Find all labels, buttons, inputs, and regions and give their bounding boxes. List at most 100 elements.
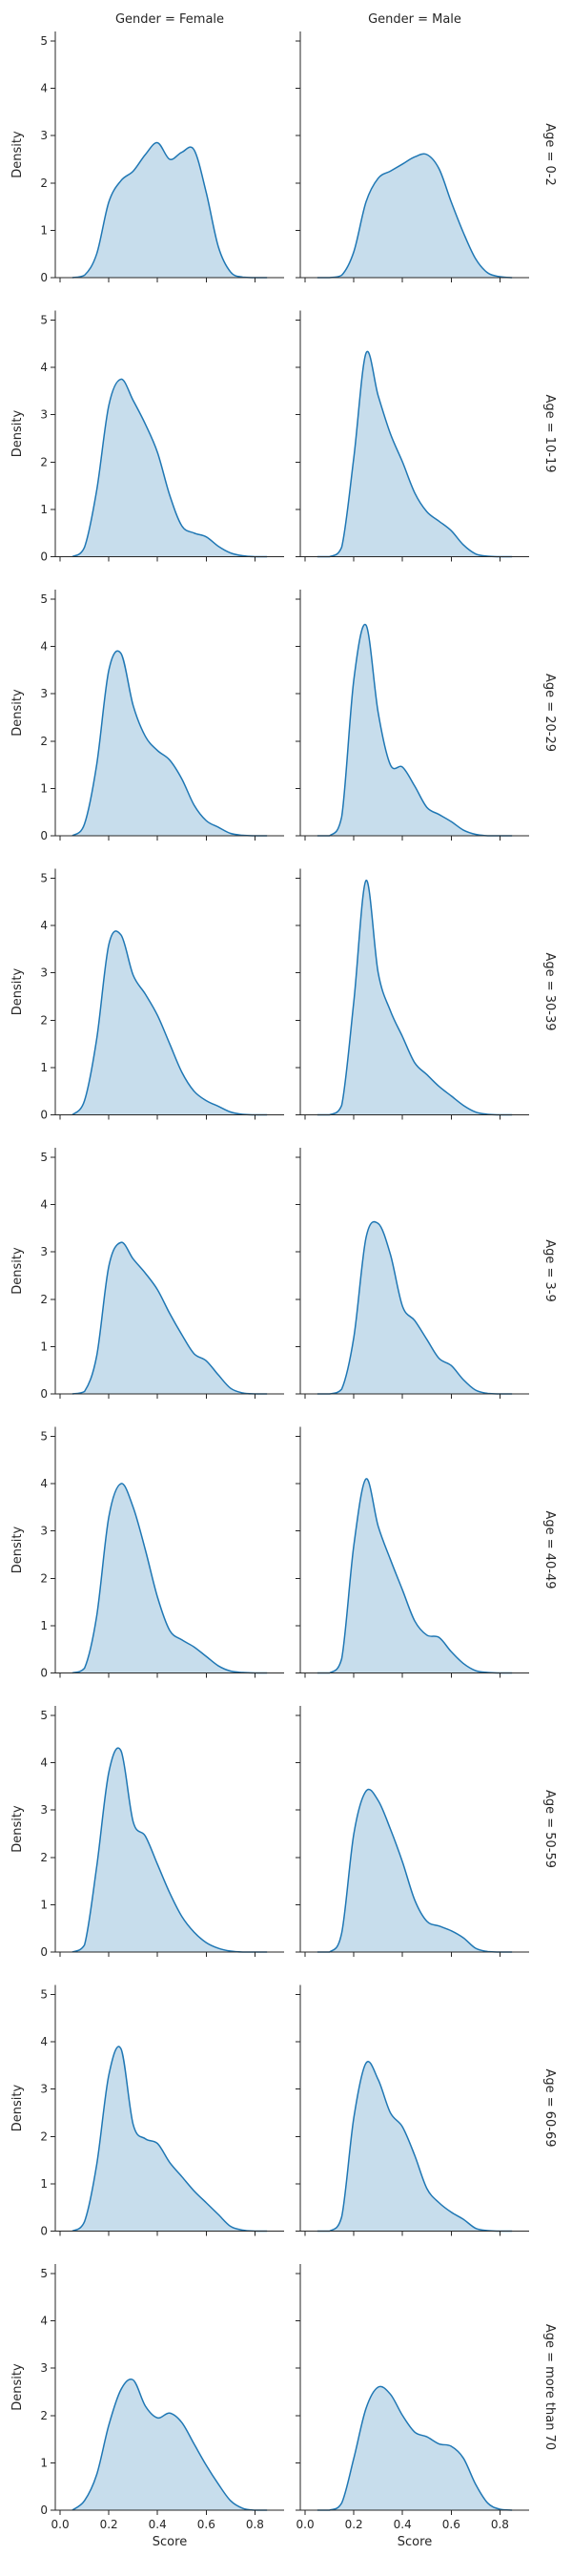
y-tick-label: 3 <box>40 1245 48 1258</box>
y-tick-label: 0 <box>40 271 48 284</box>
y-tick-label: 0 <box>40 2503 48 2517</box>
x-tick-label: 0.2 <box>345 2518 363 2531</box>
y-axis-label: Density <box>10 1805 25 1853</box>
facet-panel-age-60-69-gender-male <box>296 1984 529 2236</box>
facet-panel-age-10-19-gender-female: 0 1 2 3 4 5 Density <box>10 310 284 564</box>
y-tick-label: 0 <box>40 1387 48 1401</box>
column-title-gender-male: Gender = Male <box>368 12 461 27</box>
density-line <box>317 1220 513 1395</box>
facet-panel-age-40-49-gender-female: 0 1 2 3 4 5 Density <box>10 1426 284 1680</box>
density-area <box>317 154 513 278</box>
density-line <box>317 623 513 837</box>
x-tick-label: 0.8 <box>491 2518 509 2531</box>
facet-panel-age-more-than-70-gender-female: 0 1 2 3 4 5 0.0 0.2 0.4 0.6 0.8 Density Score <box>10 2264 284 2549</box>
y-axis-label: Density <box>10 409 25 457</box>
density-area <box>72 142 268 278</box>
density-line <box>72 1483 268 1674</box>
x-tick-label: 0.0 <box>51 2518 70 2531</box>
facet-panel-age-40-49-gender-male <box>296 1426 529 1678</box>
y-tick-label: 4 <box>40 919 48 932</box>
y-tick-label: 1 <box>40 1340 48 1353</box>
y-tick-label: 5 <box>40 1151 48 1164</box>
density-area <box>72 1483 268 1673</box>
y-tick-label: 2 <box>40 735 48 748</box>
density-area <box>72 1242 268 1394</box>
y-tick-label: 0 <box>40 1945 48 1959</box>
y-tick-label: 2 <box>40 1293 48 1306</box>
density-area <box>72 2046 268 2232</box>
density-area <box>317 351 513 557</box>
y-tick-label: 5 <box>40 592 48 606</box>
y-tick-label: 1 <box>40 1061 48 1074</box>
x-tick-label: 0.8 <box>246 2518 264 2531</box>
column-title-gender-female: Gender = Female <box>115 12 224 27</box>
y-tick-label: 5 <box>40 871 48 884</box>
y-tick-label: 2 <box>40 1851 48 1864</box>
density-area <box>317 1478 513 1673</box>
y-tick-label: 3 <box>40 129 48 142</box>
density-area <box>72 2379 268 2510</box>
row-title-age-3-9: Age = 3-9 <box>542 1239 557 1302</box>
facet-panel-age-20-29-gender-male <box>296 590 529 841</box>
x-axis-label: Score <box>153 2535 187 2549</box>
density-line <box>317 350 513 558</box>
y-tick-label: 4 <box>40 1756 48 1770</box>
density-area <box>72 1748 268 1952</box>
density-line <box>72 1241 268 1395</box>
row-title-age-30-39: Age = 30-39 <box>542 952 557 1030</box>
facet-panel-age-0-2-gender-female: 0 1 2 3 4 5 Density <box>10 31 284 284</box>
y-tick-label: 5 <box>40 1709 48 1722</box>
y-tick-label: 4 <box>40 1198 48 1212</box>
y-tick-label: 4 <box>40 82 48 95</box>
x-tick-label: 0.6 <box>197 2518 215 2531</box>
density-line <box>317 153 513 279</box>
y-tick-label: 0 <box>40 551 48 564</box>
x-tick-label: 0.6 <box>442 2518 460 2531</box>
y-axis-label: Density <box>10 689 25 737</box>
y-tick-label: 3 <box>40 1525 48 1538</box>
density-area <box>317 880 513 1115</box>
y-tick-label: 4 <box>40 2315 48 2328</box>
y-tick-label: 2 <box>40 1571 48 1585</box>
y-tick-label: 4 <box>40 1477 48 1490</box>
x-axis-label: Score <box>398 2535 432 2549</box>
y-tick-label: 3 <box>40 1803 48 1817</box>
row-title-age-more-than-70: Age = more than 70 <box>542 2324 557 2450</box>
density-line <box>72 930 268 1116</box>
facet-panel-age-30-39-gender-female: 0 1 2 3 4 5 Density <box>10 868 284 1122</box>
density-line <box>72 650 268 837</box>
y-tick-label: 1 <box>40 1898 48 1911</box>
density-line <box>72 141 268 279</box>
row-title-age-50-59: Age = 50-59 <box>542 1790 557 1868</box>
y-tick-label: 0 <box>40 2225 48 2238</box>
facet-panel-age-50-59-gender-male <box>296 1706 529 1957</box>
y-tick-label: 0 <box>40 829 48 842</box>
density-area <box>72 651 268 836</box>
y-tick-label: 5 <box>40 1429 48 1443</box>
y-tick-label: 2 <box>40 2129 48 2143</box>
density-line <box>317 2385 513 2511</box>
facet-panel-age-more-than-70-gender-male: 0.0 0.2 0.4 0.6 0.8 Score <box>296 2264 529 2549</box>
y-tick-label: 0 <box>40 1109 48 1122</box>
y-tick-label: 5 <box>40 1987 48 2001</box>
y-tick-label: 5 <box>40 2267 48 2280</box>
density-area <box>72 930 268 1115</box>
row-title-age-0-2: Age = 0-2 <box>542 123 557 186</box>
y-tick-label: 2 <box>40 455 48 468</box>
facet-panel-age-20-29-gender-female: 0 1 2 3 4 5 Density <box>10 590 284 842</box>
density-line <box>317 1788 513 1953</box>
y-tick-label: 2 <box>40 2409 48 2422</box>
density-line <box>317 2061 513 2233</box>
density-line <box>72 2046 268 2233</box>
row-title-age-10-19: Age = 10-19 <box>542 394 557 472</box>
y-tick-label: 1 <box>40 1619 48 1632</box>
y-tick-label: 1 <box>40 223 48 237</box>
density-line <box>317 1478 513 1674</box>
y-tick-label: 5 <box>40 313 48 326</box>
facet-panel-age-30-39-gender-male <box>296 868 529 1120</box>
density-line <box>317 880 513 1116</box>
density-area <box>317 2386 513 2510</box>
facet-panel-age-3-9-gender-male <box>296 1148 529 1399</box>
y-axis-label: Density <box>10 967 25 1015</box>
